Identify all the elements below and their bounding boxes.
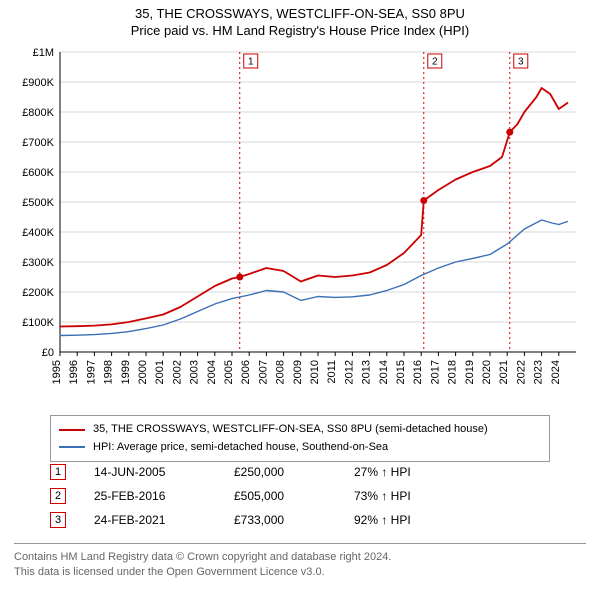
x-tick-label: 2019: [464, 360, 476, 384]
footer-line1: Contains HM Land Registry data © Crown c…: [14, 550, 586, 565]
title-subtitle: Price paid vs. HM Land Registry's House …: [0, 23, 600, 38]
x-tick-label: 2002: [171, 360, 183, 384]
x-tick-label: 2007: [257, 360, 269, 384]
x-tick-label: 2020: [481, 360, 493, 384]
y-tick-label: £800K: [22, 107, 54, 119]
x-tick-label: 2001: [154, 360, 166, 384]
event-pct: 27% ↑ HPI: [354, 465, 494, 479]
y-tick-label: £700K: [22, 137, 54, 149]
chart-area: £0 £100K £200K £300K £400K £500K £600K £700K £80…: [10, 44, 590, 404]
y-tick-label: £900K: [22, 77, 54, 89]
event-marker-label: 2: [432, 57, 438, 68]
event-row: 1 14-JUN-2005£250,00027% ↑ HPI: [50, 460, 550, 484]
event-pct: 92% ↑ HPI: [354, 513, 494, 527]
x-tick-label: 1996: [68, 360, 80, 384]
legend-row: HPI: Average price, semi-detached house,…: [59, 439, 541, 457]
x-tick-label: 2008: [275, 360, 287, 384]
y-tick-label: £500K: [22, 197, 54, 209]
event-marker-label: 1: [248, 57, 254, 68]
chart-titles: 35, THE CROSSWAYS, WESTCLIFF-ON-SEA, SS0…: [0, 0, 600, 38]
footer-attribution: Contains HM Land Registry data © Crown c…: [14, 543, 586, 580]
price-chart-svg: £0 £100K £200K £300K £400K £500K £600K £700K £80…: [10, 44, 590, 404]
title-address: 35, THE CROSSWAYS, WESTCLIFF-ON-SEA, SS0…: [0, 6, 600, 21]
x-tick-label: 2013: [361, 360, 373, 384]
x-tick-label: 2003: [189, 360, 201, 384]
y-tick-label: £600K: [22, 167, 54, 179]
legend-label: 35, THE CROSSWAYS, WESTCLIFF-ON-SEA, SS0…: [93, 421, 488, 439]
x-tick-label: 2005: [223, 360, 235, 384]
event-pct: 73% ↑ HPI: [354, 489, 494, 503]
x-tick-label: 2000: [137, 360, 149, 384]
event-date: 25-FEB-2016: [94, 489, 234, 503]
x-tick-label: 1998: [103, 360, 115, 384]
event-marker-label: 3: [518, 57, 524, 68]
x-tick-label: 2014: [378, 360, 390, 384]
x-tick-label: 2024: [550, 360, 562, 384]
y-tick-label: £300K: [22, 257, 54, 269]
event-date: 14-JUN-2005: [94, 465, 234, 479]
x-tick-label: 2022: [515, 360, 527, 384]
event-row: 2 25-FEB-2016£505,00073% ↑ HPI: [50, 484, 550, 508]
y-tick-label: £400K: [22, 227, 54, 239]
x-tick-label: 2006: [240, 360, 252, 384]
event-price: £250,000: [234, 465, 354, 479]
legend-swatch: [59, 429, 85, 431]
y-tick-label: £100K: [22, 317, 54, 329]
x-tick-label: 2023: [533, 360, 545, 384]
x-tick-label: 2021: [498, 360, 510, 384]
events-table: 1 14-JUN-2005£250,00027% ↑ HPI 2 25-FEB-201…: [50, 460, 550, 532]
x-tick-label: 2016: [412, 360, 424, 384]
y-tick-label: £1M: [33, 47, 54, 59]
x-tick-label: 2004: [206, 360, 218, 384]
x-tick-label: 2009: [292, 360, 304, 384]
x-tick-label: 2018: [447, 360, 459, 384]
x-tick-label: 2011: [326, 360, 338, 384]
event-number-box: 1: [50, 464, 66, 480]
event-price: £733,000: [234, 513, 354, 527]
legend-label: HPI: Average price, semi-detached house,…: [93, 439, 388, 457]
event-row: 3 24-FEB-2021£733,00092% ↑ HPI: [50, 508, 550, 532]
x-tick-label: 2010: [309, 360, 321, 384]
x-tick-label: 1995: [51, 360, 63, 384]
footer-line2: This data is licensed under the Open Gov…: [14, 565, 586, 580]
event-date: 24-FEB-2021: [94, 513, 234, 527]
y-tick-label: £0: [42, 347, 54, 359]
x-tick-label: 2015: [395, 360, 407, 384]
event-number-box: 2: [50, 488, 66, 504]
legend-swatch: [59, 446, 85, 448]
x-tick-label: 1997: [85, 360, 97, 384]
y-tick-label: £200K: [22, 287, 54, 299]
x-tick-label: 2017: [429, 360, 441, 384]
x-tick-label: 2012: [343, 360, 355, 384]
legend-box: 35, THE CROSSWAYS, WESTCLIFF-ON-SEA, SS0…: [50, 415, 550, 462]
legend-row: 35, THE CROSSWAYS, WESTCLIFF-ON-SEA, SS0…: [59, 421, 541, 439]
x-tick-label: 1999: [120, 360, 132, 384]
event-price: £505,000: [234, 489, 354, 503]
event-number-box: 3: [50, 512, 66, 528]
